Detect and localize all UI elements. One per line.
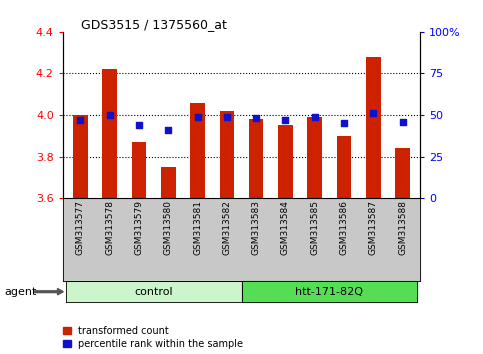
Point — [311, 114, 319, 120]
Point — [223, 114, 231, 120]
Bar — [102, 69, 117, 198]
Point — [135, 122, 143, 128]
Bar — [132, 142, 146, 198]
Bar — [307, 117, 322, 198]
Point — [76, 117, 84, 123]
Point — [194, 114, 201, 120]
Legend: transformed count, percentile rank within the sample: transformed count, percentile rank withi… — [63, 326, 243, 349]
Text: control: control — [134, 287, 173, 297]
Point — [164, 127, 172, 133]
Point — [106, 112, 114, 118]
Bar — [366, 57, 381, 198]
Text: agent: agent — [5, 287, 37, 297]
Bar — [337, 136, 351, 198]
Point — [340, 120, 348, 126]
Text: htt-171-82Q: htt-171-82Q — [296, 287, 363, 297]
Text: GDS3515 / 1375560_at: GDS3515 / 1375560_at — [81, 18, 227, 31]
Bar — [161, 167, 176, 198]
Bar — [249, 119, 263, 198]
Point — [399, 119, 407, 125]
Point — [369, 110, 377, 116]
Bar — [73, 115, 88, 198]
Point — [252, 115, 260, 121]
Point — [282, 117, 289, 123]
Bar — [395, 148, 410, 198]
Bar — [220, 111, 234, 198]
Bar — [190, 103, 205, 198]
Bar — [278, 125, 293, 198]
